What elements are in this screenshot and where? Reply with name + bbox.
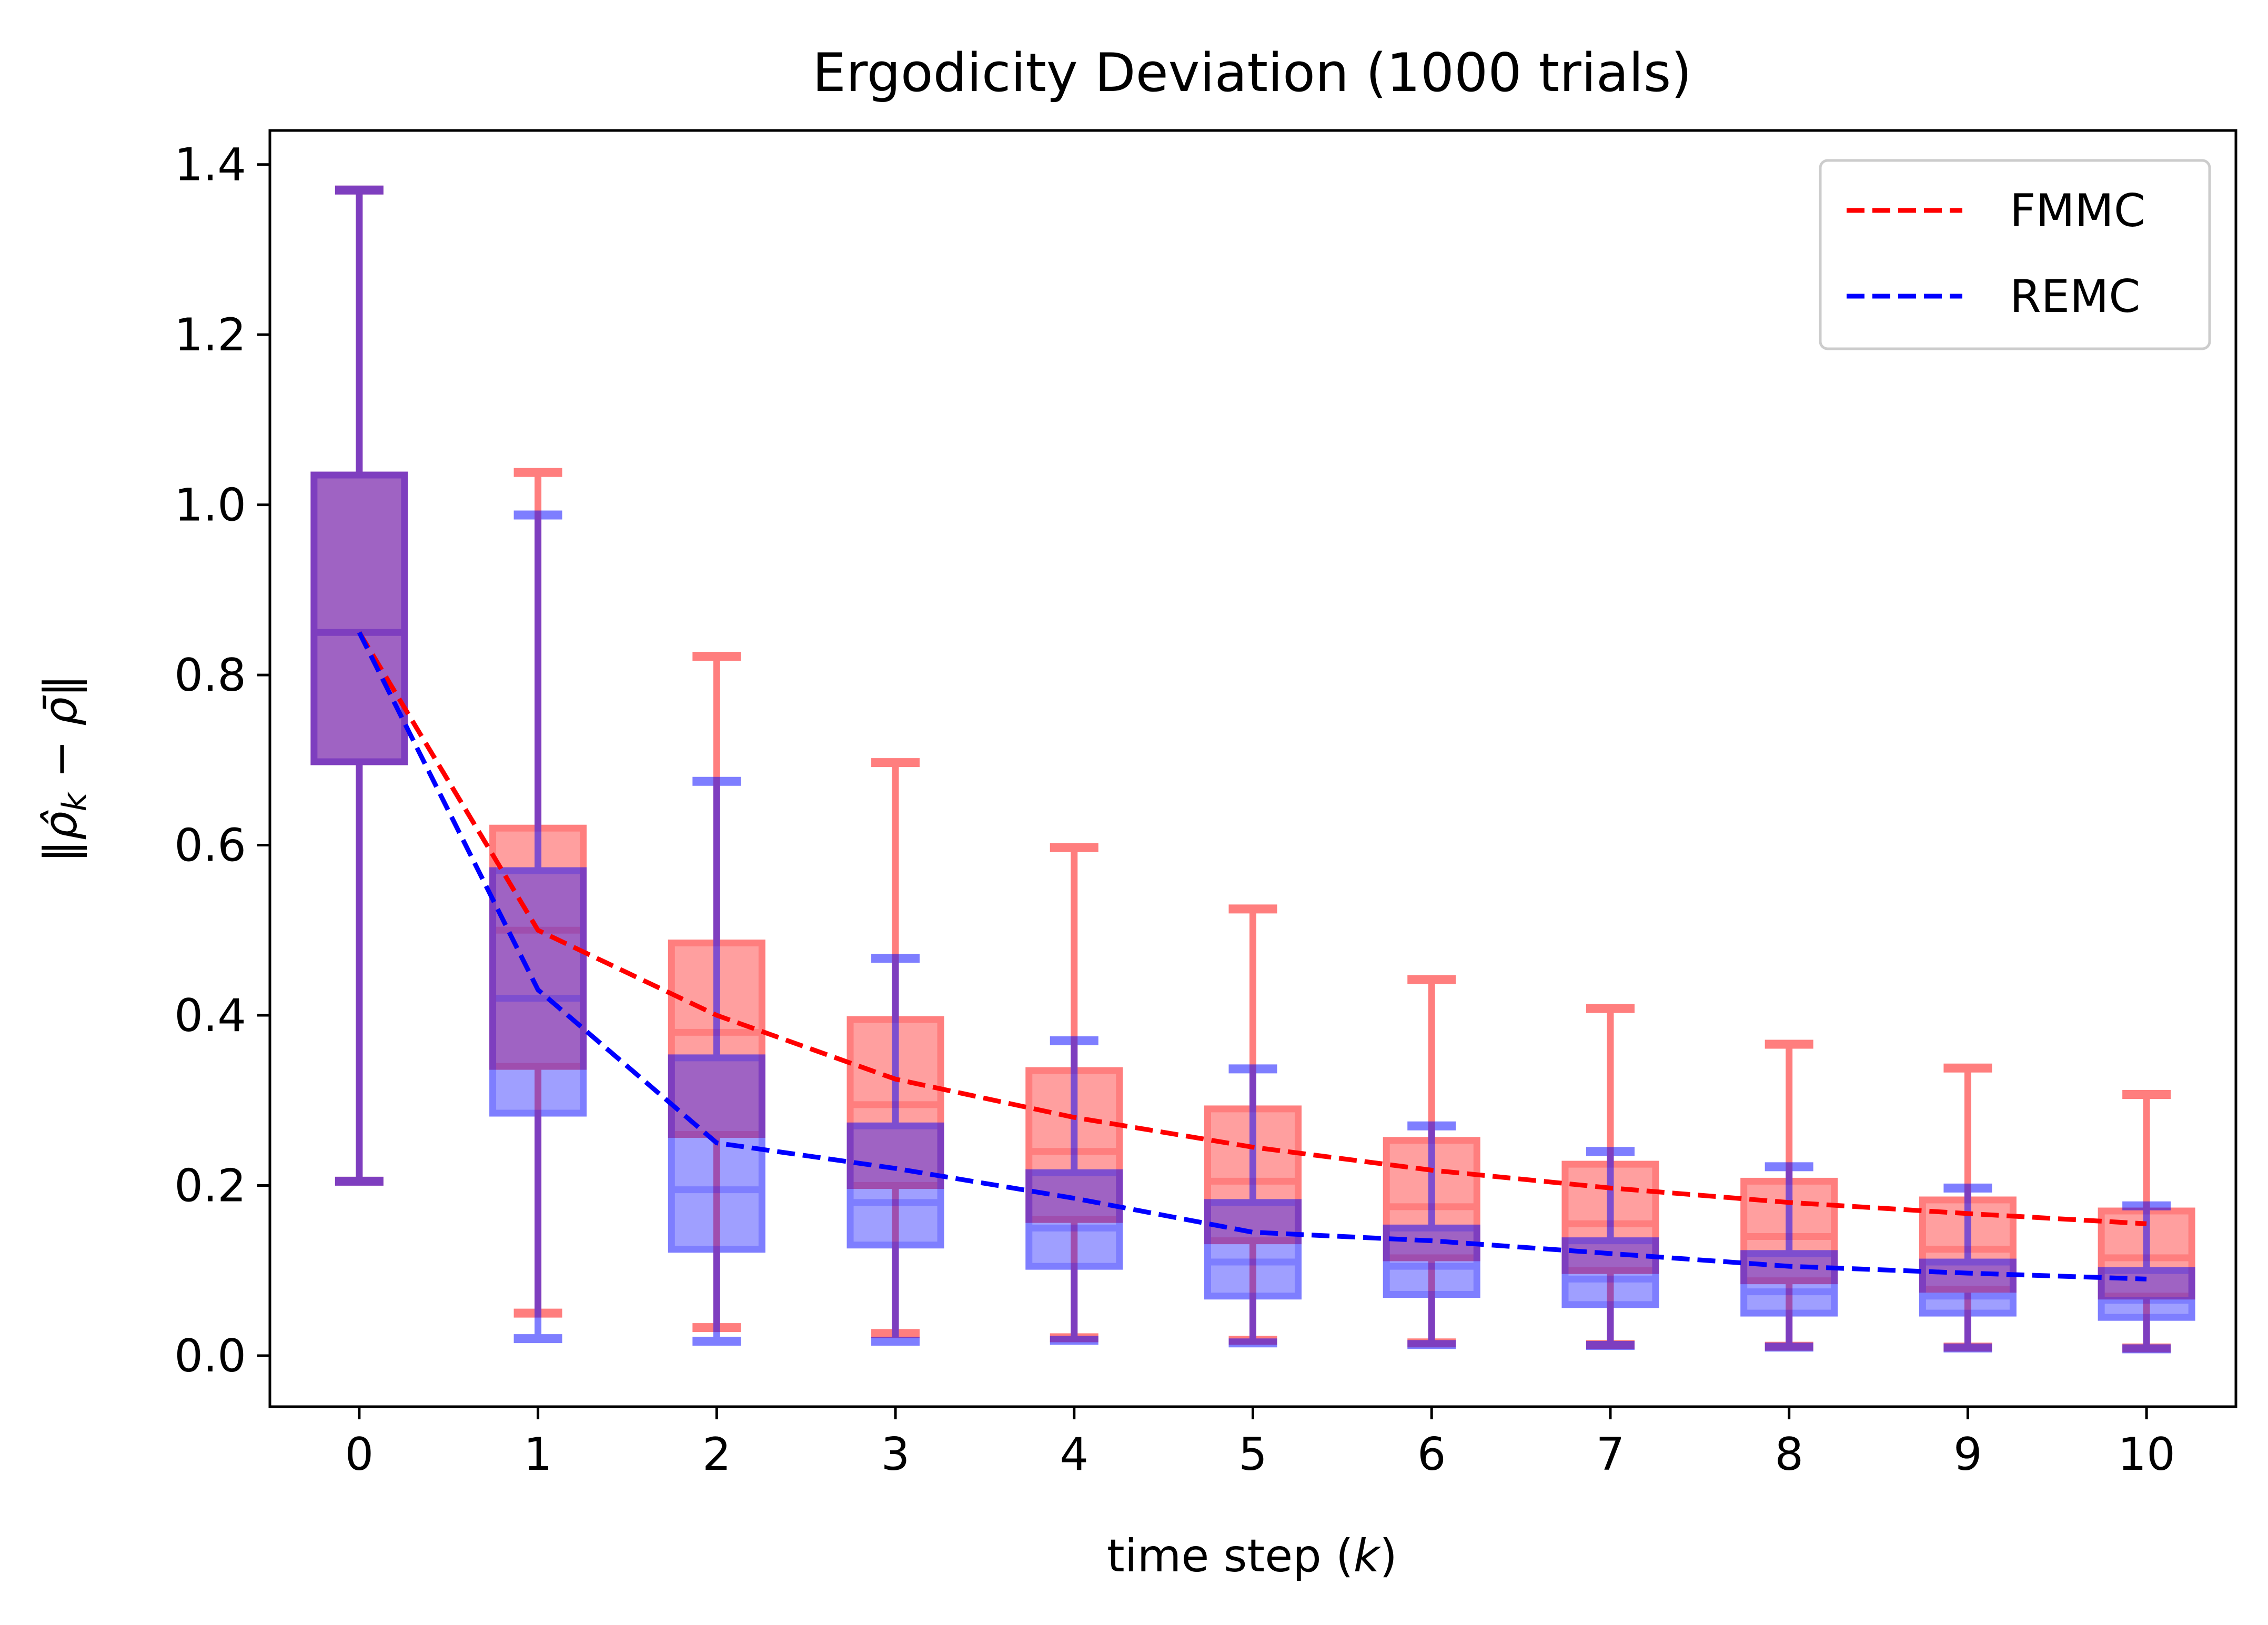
- x-tick-label-6: 6: [1417, 1428, 1446, 1481]
- lines-layer: [357, 631, 2147, 1281]
- box-remc-1: [489, 510, 587, 1344]
- y-axis-label-rho-hat: ρ̂: [35, 810, 87, 840]
- x-tick-label-2: 2: [702, 1428, 731, 1481]
- y-tick-label-4: 0.8: [174, 649, 246, 702]
- y-axis-label-subscript: k: [55, 791, 94, 811]
- y-tick-label-5: 1.0: [174, 479, 246, 532]
- boxes-layer: [310, 185, 2195, 1354]
- x-axis-label-close: ): [1379, 1530, 1397, 1582]
- box-body-remc-1: [489, 867, 587, 1117]
- legend-frame: [1819, 159, 2211, 350]
- y-axis-label-bar-left: ‖: [35, 840, 87, 863]
- y-tick-label-7: 1.4: [174, 139, 246, 191]
- y-axis-label-rho-bar: ρ̄: [35, 695, 87, 726]
- y-tick-label-3: 0.6: [174, 820, 246, 872]
- legend-label-remc: REMC: [2010, 270, 2140, 323]
- x-tick-label-8: 8: [1775, 1428, 1803, 1481]
- box-remc-10: [2098, 1201, 2195, 1354]
- x-tick-label-1: 1: [523, 1428, 552, 1481]
- box-body-remc-0: [310, 471, 408, 765]
- series-line-fmmc: [357, 631, 2147, 1226]
- x-tick-label-5: 5: [1238, 1428, 1267, 1481]
- box-remc-0: [310, 185, 408, 1186]
- y-tick-label-6: 1.2: [174, 309, 246, 361]
- x-tick-label-10: 10: [2118, 1428, 2175, 1481]
- y-tick-label-0: 0.0: [174, 1330, 246, 1382]
- x-tick-label-4: 4: [1060, 1428, 1088, 1481]
- box-remc-5: [1204, 1064, 1302, 1348]
- x-tick-label-9: 9: [1953, 1428, 1982, 1481]
- box-body-remc-5: [1204, 1199, 1302, 1300]
- y-axis-label-bar-right: ‖: [35, 674, 87, 697]
- chart-title: Ergodicity Deviation (1000 trials): [812, 42, 1692, 104]
- x-tick-label-7: 7: [1596, 1428, 1625, 1481]
- x-axis-label-text: time step (: [1107, 1530, 1354, 1582]
- box-remc-3: [846, 954, 944, 1346]
- x-axis-label-variable: k: [1354, 1530, 1382, 1582]
- box-body-remc-4: [1025, 1169, 1123, 1270]
- legend-label-fmmc: FMMC: [2010, 185, 2145, 237]
- box-body-remc-3: [846, 1122, 944, 1249]
- box-remc-2: [668, 776, 765, 1346]
- y-axis-ticks: 0.0 0.2 0.4 0.6 0.8 1.0 1.2 1.4: [174, 139, 270, 1382]
- box-body-remc-9: [1919, 1258, 2017, 1317]
- box-remc-4: [1025, 1036, 1123, 1345]
- x-tick-label-0: 0: [345, 1428, 374, 1481]
- series-line-remc: [357, 631, 2147, 1281]
- x-axis-label: time step (k): [1107, 1530, 1397, 1582]
- y-axis-label-minus: −: [35, 726, 87, 793]
- box-body-remc-10: [2098, 1267, 2195, 1321]
- x-tick-label-3: 3: [881, 1428, 910, 1481]
- legend: FMMC REMC: [1819, 159, 2211, 350]
- y-tick-label-2: 0.4: [174, 990, 246, 1042]
- x-axis-ticks: 0 1 2 3 4 5 6 7 8 9 10: [345, 1407, 2175, 1481]
- y-tick-label-1: 0.2: [174, 1159, 246, 1212]
- y-axis-label: ‖ρ̂k − ρ̄‖: [35, 674, 94, 863]
- box-body-remc-2: [668, 1054, 765, 1253]
- box-remc-9: [1919, 1183, 2017, 1353]
